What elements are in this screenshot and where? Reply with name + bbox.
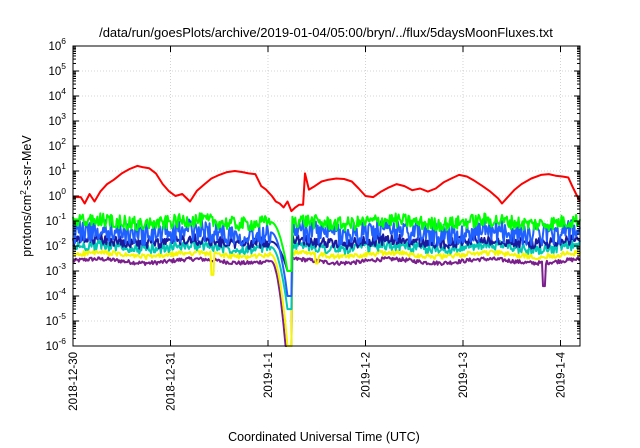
x-axis-label: Coordinated Universal Time (UTC) xyxy=(228,430,420,444)
x-tick-labels: 2018-12-30 2018-12-31 2019-1-1 2019-1-2 2019… xyxy=(68,351,568,410)
y-tick-label: 10-4 xyxy=(46,286,67,303)
y-tick-label: 106 xyxy=(48,36,66,53)
chart-title: /data/run/goesPlots/archive/2019-01-04/0… xyxy=(99,25,553,40)
data-series xyxy=(72,164,581,347)
x-tick-label: 2019-1-1 xyxy=(263,352,275,398)
x-tick-label: 2018-12-31 xyxy=(166,352,178,411)
series-line xyxy=(72,218,581,297)
x-tick-label: 2019-1-4 xyxy=(556,351,568,398)
y-tick-label: 105 xyxy=(48,61,66,78)
x-tick-label: 2019-1-2 xyxy=(361,352,373,398)
series-line xyxy=(73,164,581,213)
y-tick-label: 104 xyxy=(48,86,66,103)
y-tick-label: 100 xyxy=(48,186,66,203)
plot-frame xyxy=(72,45,581,347)
y-tick-label: 10-2 xyxy=(46,236,67,253)
y-axis-label: protons/cm2-s-sr-MeV xyxy=(18,135,34,257)
y-tick-label: 102 xyxy=(48,136,66,153)
series-line xyxy=(72,249,581,347)
series-line xyxy=(72,233,581,272)
y-tick-label: 103 xyxy=(48,111,66,128)
x-tick-label: 2019-1-3 xyxy=(458,352,470,398)
axis-ticks xyxy=(72,45,580,347)
y-tick-label: 10-3 xyxy=(46,261,67,278)
grid-lines xyxy=(73,46,580,346)
series-line xyxy=(72,256,581,347)
y-tick-label: 10-6 xyxy=(46,336,67,353)
x-tick-label: 2018-12-30 xyxy=(68,352,80,411)
y-tick-label: 10-1 xyxy=(46,211,67,228)
series-line xyxy=(72,212,581,272)
y-tick-label: 10-5 xyxy=(46,311,67,328)
series-line xyxy=(72,239,581,311)
y-tick-label: 101 xyxy=(48,161,66,178)
y-tick-labels: 10-6 10-5 10-4 10-3 10-2 10-1 100 101 102 103 104 1… xyxy=(46,36,67,353)
